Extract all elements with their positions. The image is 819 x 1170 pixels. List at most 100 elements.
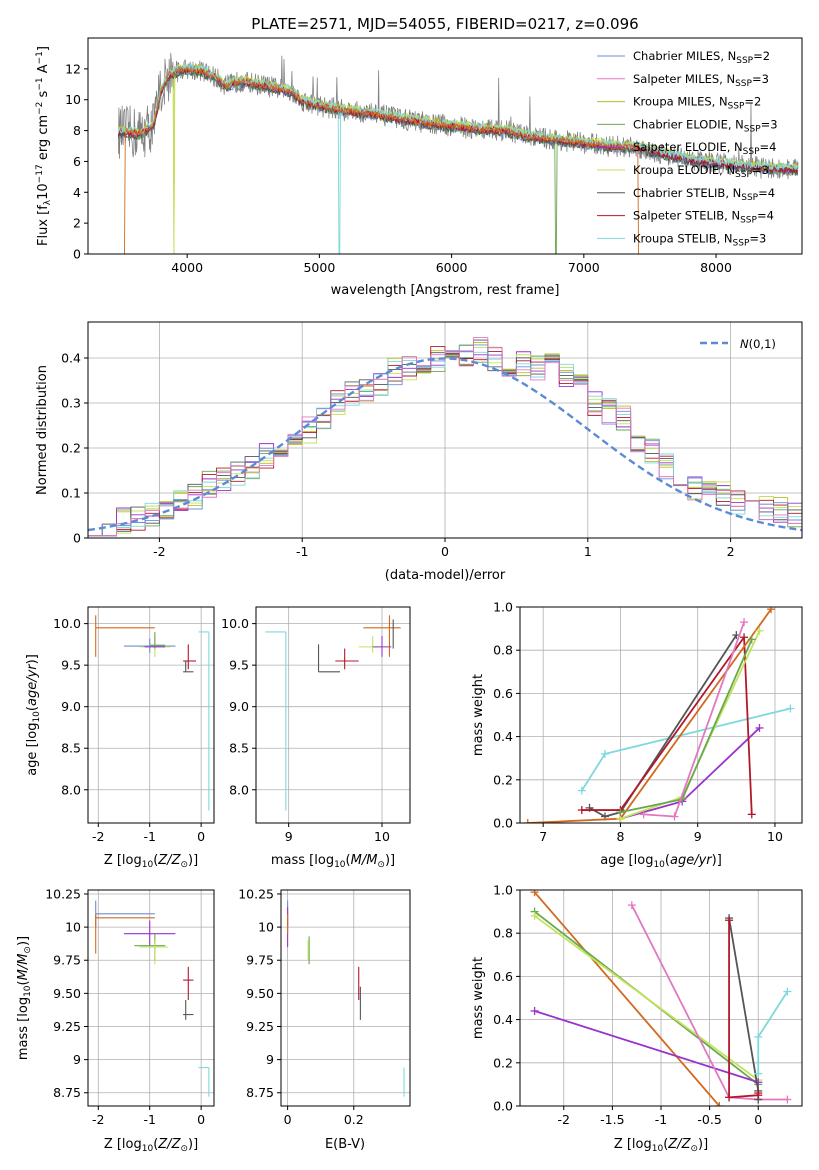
- mass_vs_ebv-ytick-label-3: 9.50: [246, 986, 274, 1001]
- weight_vs_age-frame-group: 7 8 9 10 0.0 0.2 0.4 0.6 0.8 1.0: [493, 600, 803, 844]
- weight_vs_age-point-6-2: [747, 635, 756, 644]
- mass_vs_Z-ytick-label-5: 10: [65, 920, 81, 935]
- weight_vs_Z-series-line-0: [533, 891, 721, 1106]
- ageMass-x-axis-label: mass [log10(M/M⊙)]: [271, 853, 395, 870]
- weight_vs_Z-point-6-3: [754, 1089, 763, 1098]
- mass_vs_ebv-ytick-label-5: 10: [258, 920, 274, 935]
- mass_vs_ebv-axes: [281, 890, 410, 1106]
- age_vs_mass-frame-group: 9 10 8.0 8.5 9.0 9.5 10.0: [221, 606, 411, 844]
- mass_vs_Z-axes: [88, 890, 214, 1106]
- weight_vs_age-series-line-7: [643, 621, 745, 818]
- mass_vs_Z-ytick-label-6: 10.25: [45, 886, 81, 901]
- spectrum-ytick-label-6: 12: [65, 61, 81, 76]
- weight_vs_age-series-line-0: [581, 707, 791, 792]
- weight_vs_Z-ytick-label-3: 0.6: [493, 969, 513, 984]
- model-spectrum-line-orange: [123, 66, 640, 254]
- age_vs_Z-xtick-label-2: 0: [197, 829, 205, 844]
- weight_vs_age-series-line-3: [581, 636, 753, 815]
- spectrum-frame: [87, 37, 803, 255]
- mass_vs_Z-xtick-label-2: 0: [197, 1112, 205, 1127]
- massZ-y-axis-label: mass [log10(M/M⊙)]: [16, 936, 33, 1060]
- spectrum-xtick-label-1: 5000: [303, 260, 335, 275]
- mass_vs_Z-ytick-label-0: 8.75: [53, 1085, 81, 1100]
- weight_vs_age-xtick-label-2: 9: [694, 829, 702, 844]
- spectrum-x-axis-label: wavelength [Angstrom, rest frame]: [331, 283, 560, 298]
- mass_vs_ebv-frame: [280, 889, 411, 1107]
- weight_vs_age-xtick-label-1: 8: [616, 829, 624, 844]
- age_vs_mass-axes: [256, 607, 410, 823]
- age_vs_mass-ytick-label-3: 9.5: [229, 658, 249, 673]
- weight_vs_Z-y-axis-label: mass weight: [471, 957, 486, 1039]
- spectrum-ytick-label-1: 2: [73, 216, 81, 231]
- mass_vs_ebv-xtick-label-1: 0.2: [344, 1112, 364, 1127]
- legend-entry-4: Salpeter ELODIE, NSSP=4: [633, 140, 776, 157]
- age_vs_mass-ytick-label-4: 10.0: [221, 616, 249, 631]
- weight_vs_age-point-0-1: [600, 749, 609, 758]
- weight_vs_Z-x-axis-label: Z [log10(Z/Z⊙)]: [614, 1137, 708, 1154]
- weight_vs_Z-plot-area: [530, 890, 792, 1106]
- spectrum-ytick-label-2: 4: [73, 185, 81, 200]
- massEbv-x-axis-label: E(B-V): [325, 1137, 365, 1152]
- weight_vs_age-point-3-0: [577, 806, 586, 815]
- spectrum-xtick-label-4: 8000: [700, 260, 732, 275]
- residuals-x-axis-label: (data-model)/error: [385, 568, 506, 583]
- age_vs_mass-ytick-label-1: 8.5: [229, 741, 249, 756]
- mass_vs_ebv-ytick-label-2: 9.25: [246, 1019, 274, 1034]
- weight_vs_age-y-axis-label: mass weight: [471, 674, 486, 756]
- weight_vs_age-point-6-0: [616, 808, 625, 817]
- age_vs_Z-xtick-label-0: -2: [92, 829, 104, 844]
- residuals-xtick-label-2: 0: [441, 544, 449, 559]
- weight_vs_Z-xtick-label-2: -1: [655, 1112, 667, 1127]
- weight_vs_age-series-line-4: [527, 608, 772, 823]
- residuals-y-axis-label: Normed distribution: [35, 365, 50, 495]
- weight_vs_Z-point-6-0: [725, 916, 734, 925]
- spectrum-ytick-label-5: 10: [65, 92, 81, 107]
- mass_vs_Z-frame-group: -2 -1 0 8.75 9 9.25 9.50 9.75 10 10.25: [45, 886, 215, 1127]
- spectrum-plot-area: [117, 52, 799, 254]
- mass_vs_ebv-ytick-label-0: 8.75: [246, 1085, 274, 1100]
- spectrum-xtick-label-3: 7000: [568, 260, 600, 275]
- age_vs_Z-xtick-label-1: -1: [143, 829, 155, 844]
- residuals-ytick-label-3: 0.3: [61, 396, 81, 411]
- residuals-frame-group: -2 -1 0 1 2 0 0.1 0.2 0.3 0.4: [61, 321, 803, 559]
- spectrum-frame-group: 4000 5000 6000 7000 8000 0 2 4 6 8 10 12: [65, 37, 803, 275]
- age_vs_mass-xtick-label-0: 9: [285, 829, 293, 844]
- weight_vs_age-series-line-2: [589, 634, 738, 818]
- age_vs_Z-ytick-label-2: 9.0: [61, 699, 81, 714]
- weight_vs_age-point-1-2: [755, 723, 764, 732]
- age_vs_Z-ytick-label-4: 10.0: [53, 616, 81, 631]
- massZ-x-axis-label: Z [log10(Z/Z⊙)]: [104, 1137, 198, 1154]
- age_vs_Z-ytick-label-1: 8.5: [61, 741, 81, 756]
- legend-entry-0: Chabrier MILES, NSSP=2: [633, 49, 770, 66]
- weight_vs_age-x-axis-label: age [log10(age/yr)]: [600, 853, 722, 870]
- weight_vs_Z-frame-group: -2 -1.5 -1 -0.5 0 0.0 0.2 0.4 0.6 0.8 1.0: [493, 883, 803, 1127]
- weight_vs_age-ytick-label-1: 0.2: [493, 772, 513, 787]
- weight_vs_age-plot-area: [523, 607, 795, 823]
- residuals-plot-area: [88, 337, 802, 537]
- legend-entry-2: Kroupa MILES, NSSP=2: [633, 95, 761, 112]
- weight_vs_age-point-7-1: [670, 812, 679, 821]
- age_vs_Z-frame-group: -2 -1 0 8.0 8.5 9.0 9.5 10.0: [53, 606, 215, 844]
- age_vs_Z-plot-area: [95, 615, 210, 811]
- weight_vs_Z-ytick-label-2: 0.4: [493, 1012, 513, 1027]
- weight_vs_age-point-5-2: [755, 626, 764, 635]
- mass_vs_Z-ytick-label-4: 9.75: [53, 953, 81, 968]
- weight_vs_Z-point-4-0: [627, 901, 636, 910]
- legend-entry-8: Kroupa STELIB, NSSP=3: [633, 231, 766, 248]
- mass_vs_ebv-ytick-label-1: 9: [266, 1052, 274, 1067]
- mass_vs_ebv-frame-group: 0 0.2 8.75 9 9.25 9.50 9.75 10 10.25: [238, 886, 411, 1127]
- residuals-ytick-label-2: 0.2: [61, 441, 81, 456]
- legend-entry-1: Salpeter MILES, NSSP=3: [633, 72, 769, 89]
- residuals-legend: N(0,1): [700, 337, 776, 351]
- weight_vs_Z-point-4-3: [783, 1095, 792, 1104]
- age_vs_mass-frame: [255, 606, 411, 824]
- normal-distribution-curve: [88, 357, 802, 532]
- weight_vs_age-ytick-label-0: 0.0: [493, 816, 513, 831]
- age_vs_mass-ytick-label-0: 8.0: [229, 782, 249, 797]
- weight_vs_age-point-7-0: [639, 810, 648, 819]
- residuals-ytick-label-1: 0.1: [61, 486, 81, 501]
- mass_vs_Z-frame: [87, 889, 215, 1107]
- age_vs_Z-frame: [87, 606, 215, 824]
- residuals-xtick-label-0: -2: [153, 544, 165, 559]
- age_vs_Z-ytick-label-3: 9.5: [61, 658, 81, 673]
